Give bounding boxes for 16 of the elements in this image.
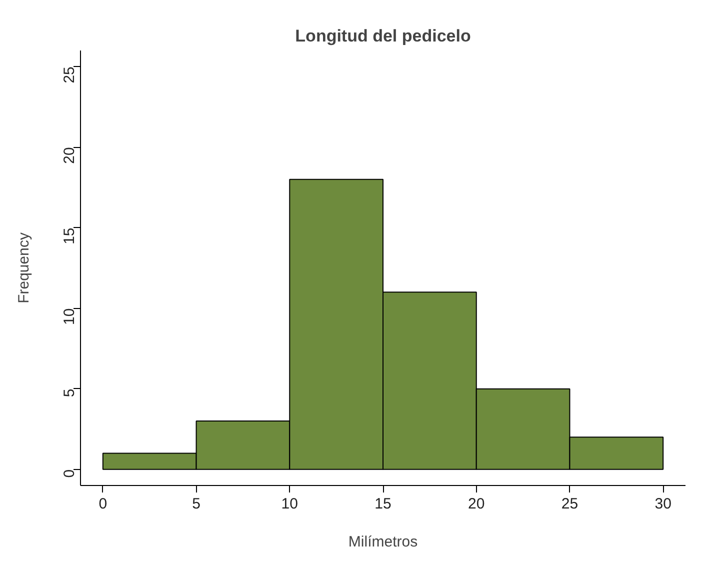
x-tick-label: 5 bbox=[192, 496, 200, 512]
x-tick-label: 30 bbox=[654, 496, 672, 512]
y-tick-label: 20 bbox=[61, 147, 78, 164]
x-tick-label: 10 bbox=[281, 496, 298, 512]
y-axis-title: Frequency bbox=[16, 232, 32, 304]
chart-title: Longitud del pedicelo bbox=[295, 26, 471, 46]
x-tick-label: 0 bbox=[98, 496, 108, 512]
x-tick-label: 15 bbox=[374, 496, 392, 512]
y-tick-label: 5 bbox=[61, 388, 78, 398]
y-tick-label: 0 bbox=[61, 469, 78, 478]
x-tick-label: 25 bbox=[561, 496, 578, 512]
y-tick-label: 25 bbox=[61, 66, 78, 84]
x-axis-title: Milímetros bbox=[348, 534, 418, 550]
y-tick-label: 15 bbox=[61, 228, 78, 244]
y-tick-label: 10 bbox=[61, 308, 78, 325]
x-tick-label: 20 bbox=[468, 496, 485, 512]
